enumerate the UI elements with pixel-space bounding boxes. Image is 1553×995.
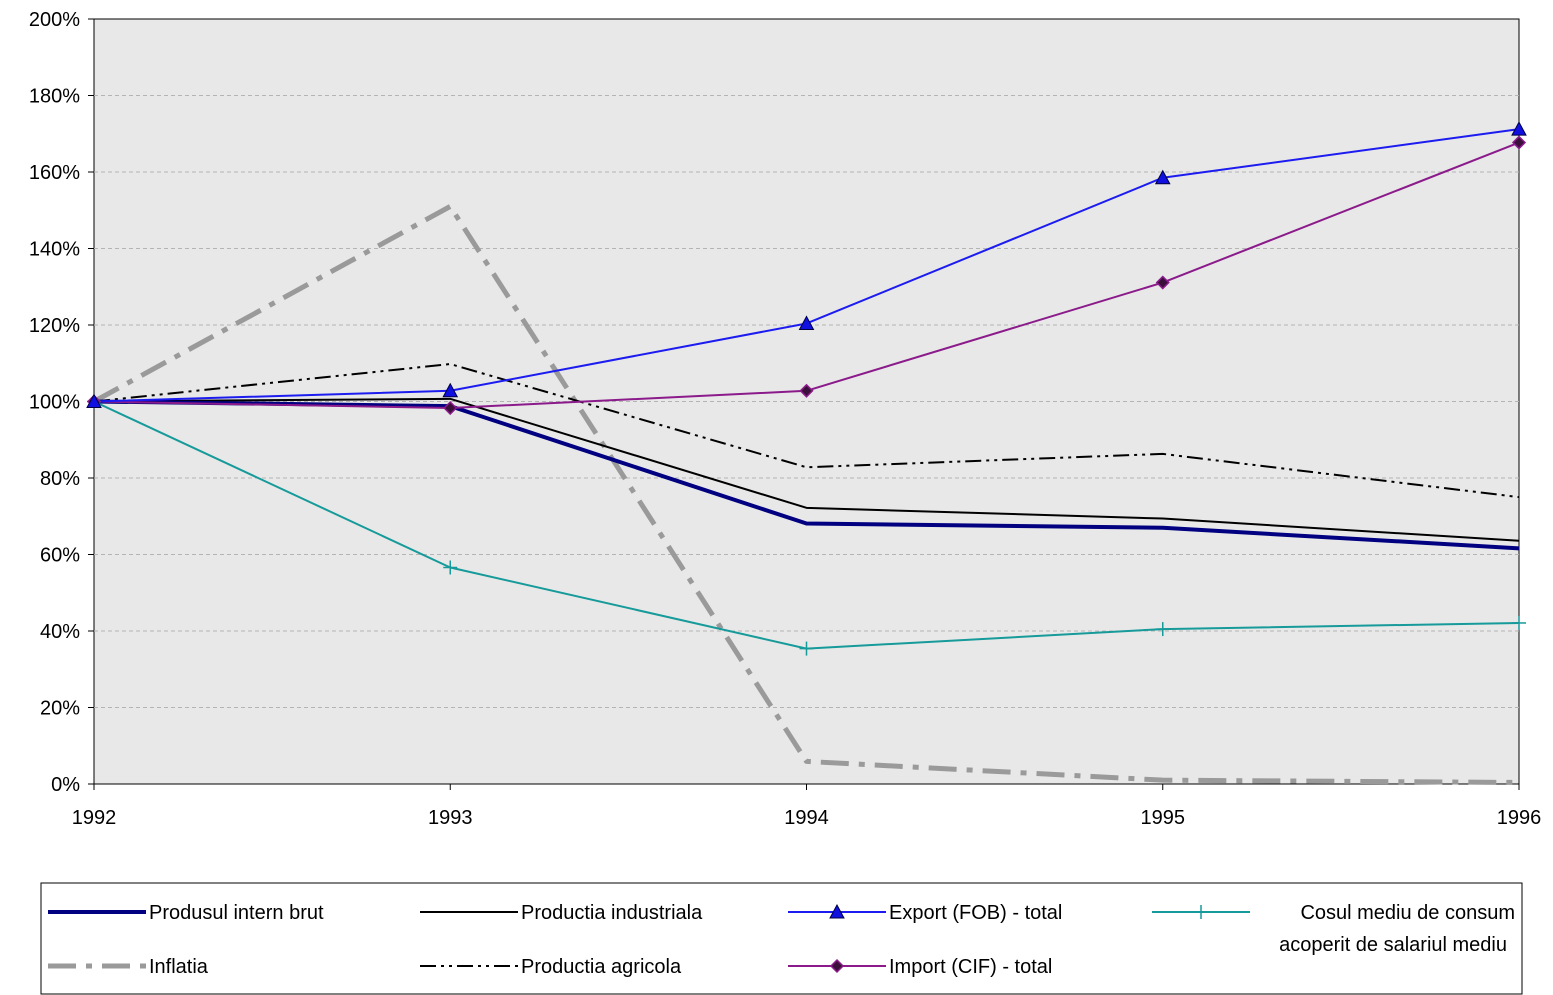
plus-marker: [1512, 615, 1526, 630]
legend-label: Produsul intern brut: [149, 902, 324, 924]
x-tick-label: 1996: [1497, 807, 1542, 829]
y-tick-label: 80%: [40, 468, 80, 490]
triangle-marker: [1154, 169, 1171, 185]
y-tick-label: 140%: [29, 239, 80, 261]
legend-label: Inflatia: [149, 956, 209, 978]
diamond-marker: [443, 400, 458, 416]
series-line: [93, 363, 1520, 499]
y-axis: 0% 20% 40% 60% 80% 100% 120% 140% 160% 180% 200%: [29, 9, 94, 796]
plus-marker: [799, 641, 814, 656]
y-tick-label: 120%: [29, 315, 80, 337]
triangle-marker: [798, 315, 815, 330]
legend: Produsul intern brut Productia industrial…: [40, 882, 1523, 995]
plot-area: [93, 18, 1520, 785]
diamond-marker: [799, 383, 814, 398]
series-lines: [86, 121, 1527, 785]
legend-label: Cosul mediu de consum: [1300, 902, 1515, 924]
legend-label: Productia industriala: [521, 902, 703, 924]
legend-item: Produsul intern brut: [48, 902, 324, 924]
y-tick-label: 0%: [51, 774, 80, 796]
x-tick-label: 1995: [1141, 807, 1186, 829]
legend-item: Productia industriala: [420, 902, 703, 924]
legend-item: Cosul mediu de consum acoperit de salariu…: [1152, 902, 1515, 956]
x-tick-label: 1992: [72, 807, 117, 829]
triangle-marker: [442, 382, 459, 398]
triangle-marker: [86, 393, 102, 408]
plus-marker: [1194, 905, 1208, 919]
legend-label: Productia agricola: [521, 956, 682, 978]
y-tick-label: 60%: [40, 545, 80, 567]
legend-box: [40, 882, 1523, 995]
x-axis: 1992 1993 1994 1995 1996: [72, 784, 1542, 829]
diamond-marker: [1511, 135, 1527, 150]
x-tick-label: 1994: [784, 807, 829, 829]
plus-marker: [1155, 622, 1170, 637]
legend-label-line2: acoperit de salariul mediu: [1279, 934, 1507, 956]
y-tick-label: 100%: [29, 392, 80, 414]
y-tick-label: 200%: [29, 9, 80, 31]
series-line: [92, 203, 1520, 785]
y-tick-label: 180%: [29, 86, 80, 108]
triangle-marker: [1511, 121, 1527, 136]
series-line: [93, 397, 1520, 542]
diamond-marker: [1155, 275, 1170, 290]
legend-label: Export (FOB) - total: [889, 902, 1062, 924]
y-tick-label: 20%: [40, 698, 80, 720]
triangle-marker: [829, 903, 845, 919]
plus-marker: [443, 560, 458, 575]
series-line: [93, 399, 1520, 551]
diamond-marker: [829, 958, 845, 974]
legend-item: Export (FOB) - total: [788, 902, 1062, 924]
legend-item: Import (CIF) - total: [788, 956, 1052, 978]
x-tick-label: 1993: [428, 807, 473, 829]
legend-item: Productia agricola: [420, 956, 682, 978]
y-tick-label: 160%: [29, 162, 80, 184]
legend-item: Inflatia: [48, 956, 209, 978]
y-tick-label: 40%: [40, 621, 80, 643]
legend-label: Import (CIF) - total: [889, 956, 1052, 978]
